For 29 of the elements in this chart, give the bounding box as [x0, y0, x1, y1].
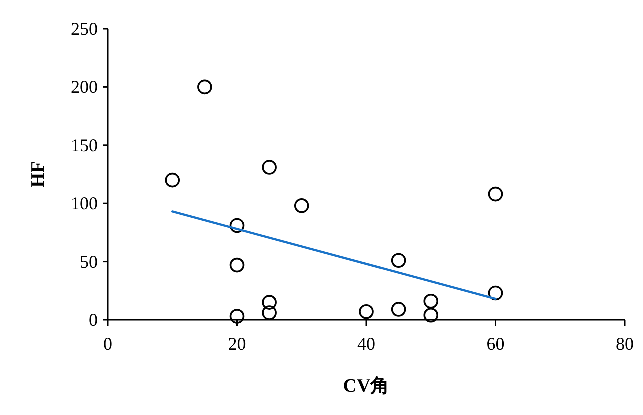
y-tick-label: 150 — [71, 135, 98, 156]
y-tick-label: 50 — [80, 252, 98, 272]
x-tick-label: 0 — [104, 334, 112, 354]
y-axis-title: HF — [28, 161, 49, 188]
point — [198, 80, 212, 95]
point — [262, 306, 277, 320]
point — [230, 258, 245, 273]
point — [230, 309, 245, 324]
x-tick-label: 80 — [616, 334, 634, 354]
point — [294, 198, 310, 214]
point — [391, 253, 406, 268]
point — [424, 308, 439, 323]
x-tick-label: 60 — [486, 334, 505, 354]
point — [424, 294, 439, 309]
y-tick-label: 100 — [71, 194, 98, 214]
x-tick-label: 20 — [228, 334, 246, 354]
point — [165, 172, 180, 188]
point — [488, 286, 504, 301]
point — [262, 295, 277, 310]
point — [488, 186, 504, 202]
y-tick-label: 200 — [71, 77, 98, 98]
x-axis-title: CV角 — [343, 376, 390, 397]
y-tick-label: 0 — [89, 310, 98, 330]
point — [359, 304, 374, 320]
point — [262, 160, 277, 175]
x-tick-label: 40 — [358, 334, 376, 354]
point — [230, 218, 245, 234]
point — [391, 302, 406, 317]
y-tick-label: 250 — [71, 19, 98, 39]
